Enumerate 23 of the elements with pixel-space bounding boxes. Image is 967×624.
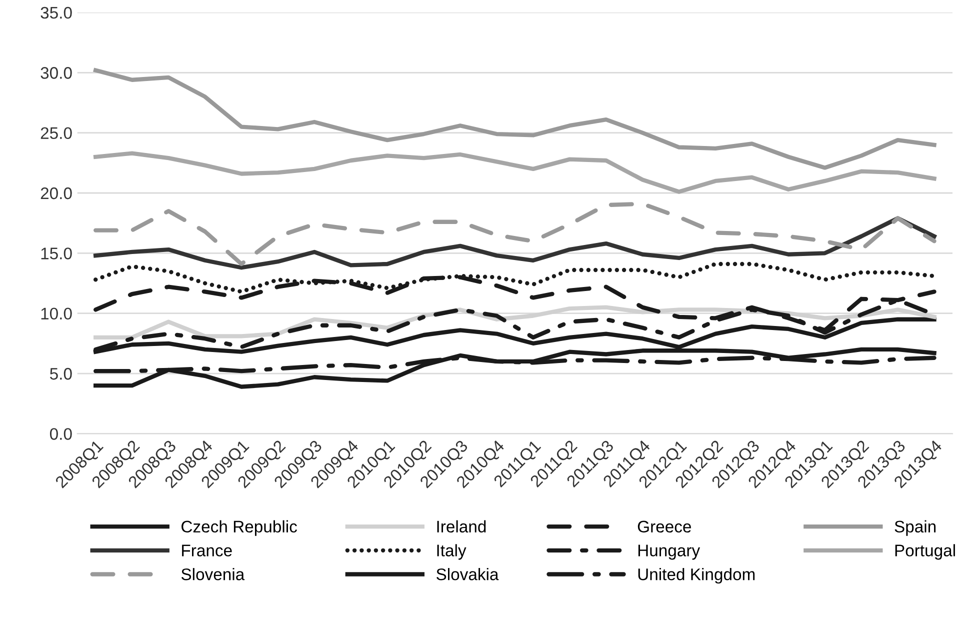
y-tick-label: 0.0 <box>50 428 72 440</box>
y-tick-label: 5.0 <box>50 368 72 380</box>
y-tick-label: 35.0 <box>40 6 72 19</box>
legend-label: Slovakia <box>436 568 499 580</box>
y-tick-label: 20.0 <box>40 187 72 200</box>
legend-label: Portugal <box>895 544 955 560</box>
legend-label: United Kingdom <box>638 568 755 584</box>
y-tick-label: 15.0 <box>41 248 72 260</box>
line-series <box>94 151 936 194</box>
legend-label: Hungary <box>638 544 700 560</box>
y-tick-label: 30.0 <box>40 67 72 79</box>
y-tick-label: 10.0 <box>41 308 72 320</box>
legend-label: Greece <box>638 520 691 533</box>
line-series <box>94 68 936 170</box>
legend-label: Ireland <box>437 520 486 533</box>
legend-label: Italy <box>437 544 466 560</box>
legend-label: Slovenia <box>181 568 245 580</box>
legend-label: Czech Republic <box>182 520 297 536</box>
legend-label: Spain <box>894 520 936 536</box>
line-series <box>94 216 936 270</box>
y-tick-label: 25.0 <box>40 127 72 140</box>
legend-label: France <box>182 544 232 556</box>
line-series <box>94 202 936 266</box>
